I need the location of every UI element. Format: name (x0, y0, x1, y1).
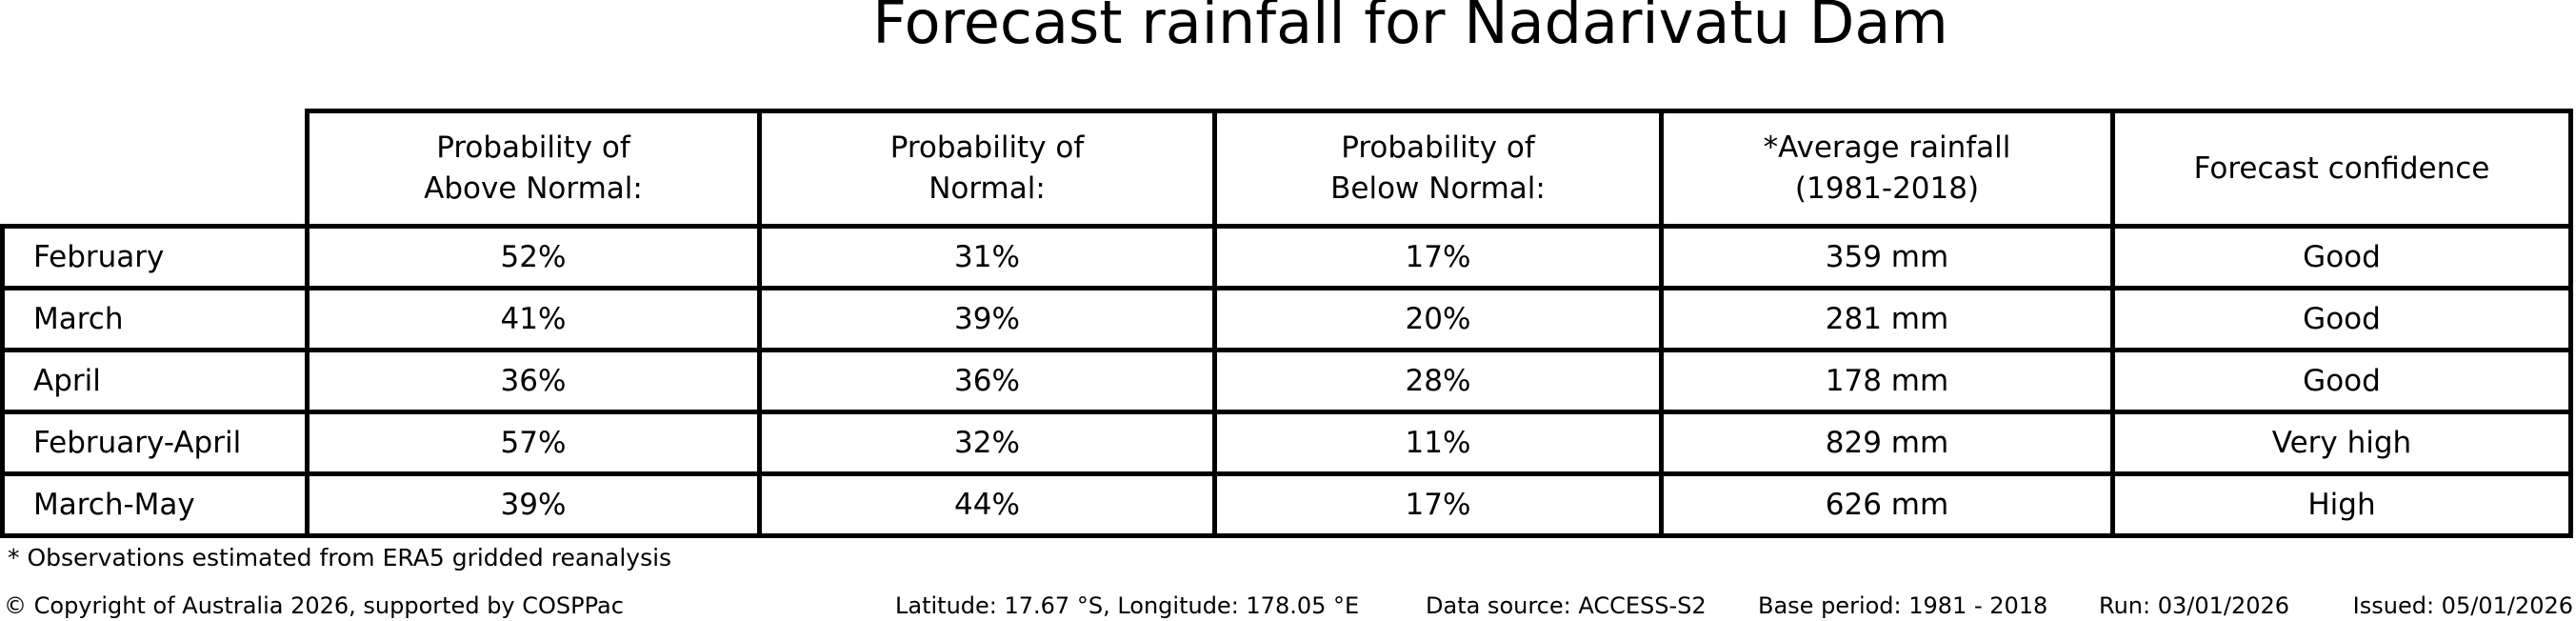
page-title: Forecast rainfall for Nadarivatu Dam (872, 0, 1948, 57)
row-label: February-April (0, 410, 310, 476)
footer-data-source: Data source: ACCESS-S2 (1426, 592, 1707, 619)
cell-prob-below: 17% (1212, 471, 1664, 538)
cell-prob-below: 20% (1212, 286, 1664, 352)
cell-prob-above: 41% (305, 286, 762, 352)
footer-base-period: Base period: 1981 - 2018 (1758, 592, 2048, 619)
cell-avg-rainfall: 281 mm (1659, 286, 2115, 352)
cell-prob-above: 36% (305, 348, 762, 414)
cell-prob-normal: 32% (757, 410, 1217, 476)
footnote: * Observations estimated from ERA5 gridd… (8, 544, 672, 571)
footer-location: Latitude: 17.67 °S, Longitude: 178.05 °E (895, 592, 1360, 619)
col-header-prob-normal: Probability of Normal: (757, 109, 1217, 229)
table-row-march: March 41% 39% 20% 281 mm Good (0, 286, 2573, 352)
cell-prob-normal: 44% (757, 471, 1217, 538)
cell-confidence: Good (2110, 286, 2573, 352)
cell-avg-rainfall: 829 mm (1659, 410, 2115, 476)
row-label: February (0, 224, 310, 290)
row-label: March-May (0, 471, 310, 538)
cell-prob-normal: 39% (757, 286, 1217, 352)
col-header-avg-rainfall: *Average rainfall (1981-2018) (1659, 109, 2115, 229)
row-label: April (0, 348, 310, 414)
footer-issued-date: Issued: 05/01/2026 (2352, 592, 2573, 619)
cell-avg-rainfall: 359 mm (1659, 224, 2115, 290)
cell-prob-below: 17% (1212, 224, 1664, 290)
col-header-prob-above-normal: Probability of Above Normal: (305, 109, 762, 229)
cell-avg-rainfall: 178 mm (1659, 348, 2115, 414)
cell-prob-above: 52% (305, 224, 762, 290)
table-corner-blank (3, 111, 308, 227)
cell-confidence: Very high (2110, 410, 2573, 476)
table-row-february: February 52% 31% 17% 359 mm Good (0, 224, 2573, 290)
cell-avg-rainfall: 626 mm (1659, 471, 2115, 538)
cell-confidence: Good (2110, 348, 2573, 414)
cell-confidence: High (2110, 471, 2573, 538)
row-label: March (0, 286, 310, 352)
table-row-march-may: March-May 39% 44% 17% 626 mm High (0, 471, 2573, 538)
cell-prob-below: 28% (1212, 348, 1664, 414)
cell-prob-above: 39% (305, 471, 762, 538)
forecast-table: Probability of Above Normal: Probability… (0, 109, 2573, 538)
cell-prob-normal: 36% (757, 348, 1217, 414)
footer-copyright: © Copyright of Australia 2026, supported… (4, 592, 624, 619)
cell-confidence: Good (2110, 224, 2573, 290)
table-header-row: Probability of Above Normal: Probability… (3, 109, 2573, 229)
footer-run-date: Run: 03/01/2026 (2099, 592, 2290, 619)
cell-prob-above: 57% (305, 410, 762, 476)
col-header-forecast-confidence: Forecast confidence (2110, 109, 2573, 229)
col-header-prob-below-normal: Probability of Below Normal: (1212, 109, 1664, 229)
cell-prob-normal: 31% (757, 224, 1217, 290)
table-row-february-april: February-April 57% 32% 11% 829 mm Very h… (0, 410, 2573, 476)
cell-prob-below: 11% (1212, 410, 1664, 476)
table-row-april: April 36% 36% 28% 178 mm Good (0, 348, 2573, 414)
